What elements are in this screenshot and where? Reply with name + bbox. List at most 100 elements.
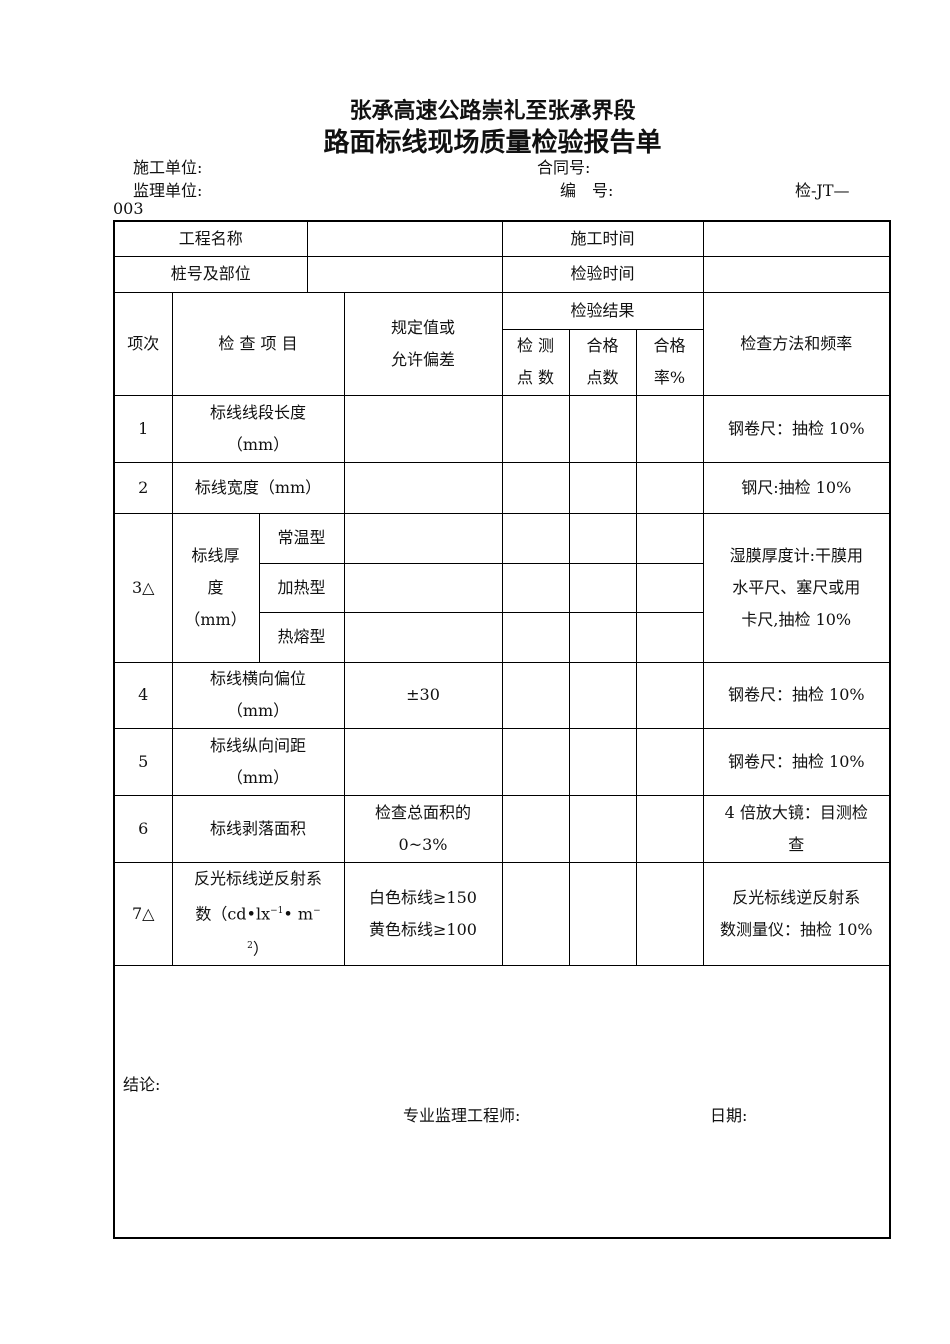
row-item-1: 反光标线逆反射系 (193, 868, 322, 888)
row-method-1: 4 倍放大镜：目测检 (724, 802, 868, 822)
cell-points[interactable] (501, 562, 570, 613)
row-item-2-sup: −1 (270, 905, 284, 916)
row-spec[interactable] (343, 562, 503, 613)
row-method-2: 查 (788, 834, 805, 854)
row-method-3: 卡尺,抽检 10% (741, 609, 852, 629)
row-item-1: 标线横向偏位 (209, 669, 306, 688)
row-item: 标线线段长度 （mm） (171, 394, 345, 463)
construction-time-label: 施工时间 (501, 220, 704, 257)
row-item-2b: • m (283, 903, 314, 923)
form-code-cont: 003 (113, 199, 144, 218)
header-pass-rate: 合格 率% (635, 328, 704, 396)
row-item-2: （mm） (226, 434, 290, 454)
header-spec-2: 允许偏差 (390, 349, 455, 369)
cell-pass-rate[interactable] (635, 562, 704, 613)
row-seq: 2 (113, 461, 173, 514)
cell-pass-points[interactable] (568, 562, 637, 613)
cell-pass-rate[interactable] (635, 512, 704, 564)
station-value[interactable] (306, 255, 503, 293)
engineer-label: 专业监理工程师: (403, 1106, 521, 1126)
cell-points[interactable] (501, 727, 570, 796)
cell-pass-points[interactable] (568, 611, 637, 663)
row-item-2a: 数（cd•lx (195, 903, 271, 923)
cell-pass-points[interactable] (568, 394, 637, 463)
cell-points[interactable] (501, 461, 570, 514)
cell-points[interactable] (501, 611, 570, 663)
inspection-time-value[interactable] (702, 255, 891, 293)
row-spec[interactable] (343, 461, 503, 514)
header-pass-points-2: 点数 (586, 368, 619, 387)
cell-pass-rate[interactable] (635, 611, 704, 663)
cell-pass-points[interactable] (568, 727, 637, 796)
row-item-1: 标线厚 (191, 545, 240, 565)
row-seq: 7△ (113, 861, 173, 967)
header-method: 检查方法和频率 (702, 291, 891, 396)
cell-pass-points[interactable] (568, 861, 637, 967)
row-item-2: （mm） (226, 701, 290, 720)
row-item-2: 数（cd•lx−1• m− (175, 895, 342, 930)
construction-time-value[interactable] (702, 220, 891, 257)
cell-pass-rate[interactable] (635, 661, 704, 729)
row-subtype: 加热型 (258, 562, 345, 613)
row-item: 标线宽度（mm） (171, 461, 345, 514)
title-line-2: 路面标线现场质量检验报告单 (323, 128, 662, 158)
row-method-1: 湿膜厚度计:干膜用 (729, 545, 863, 565)
project-name-value[interactable] (306, 220, 503, 257)
row-method: 钢卷尺：抽检 10% (702, 394, 891, 463)
row-spec[interactable] (343, 512, 503, 564)
row-item-1: 标线纵向间距 (209, 735, 306, 755)
contract-no-label: 合同号: (537, 158, 591, 177)
conclusion-area[interactable]: 结论: 专业监理工程师: 日期: (113, 965, 891, 1239)
row-spec[interactable] (343, 727, 503, 796)
row-spec[interactable] (343, 394, 503, 463)
cell-pass-points[interactable] (568, 661, 637, 729)
row-item-1: 标线线段长度 (209, 402, 306, 422)
date-label: 日期: (710, 1106, 748, 1126)
row-method-2: 数测量仪：抽检 10% (719, 919, 873, 939)
cell-points[interactable] (501, 512, 570, 564)
cell-points[interactable] (501, 861, 570, 967)
inspection-time-label: 检验时间 (501, 255, 704, 293)
row-spec-2: 黄色标线≥100 (369, 919, 477, 939)
row-seq: 4 (113, 661, 173, 729)
cell-pass-points[interactable] (568, 461, 637, 514)
header-seq: 项次 (113, 291, 173, 396)
header-pass-points: 合格 点数 (568, 328, 637, 396)
form-code: 检-JT— (795, 181, 850, 200)
cell-points[interactable] (501, 794, 570, 863)
row-spec-1: 检查总面积的 (374, 802, 471, 822)
row-method: 4 倍放大镜：目测检查 (702, 794, 891, 863)
row-item-3: （mm） (184, 609, 247, 629)
row-method: 湿膜厚度计:干膜用 水平尺、塞尺或用 卡尺,抽检 10% (702, 512, 891, 663)
row-seq: 1 (113, 394, 173, 463)
cell-pass-rate[interactable] (635, 794, 704, 863)
cell-pass-points[interactable] (568, 512, 637, 564)
row-method: 钢卷尺：抽检 10% (702, 661, 891, 729)
row-method: 钢尺:抽检 10% (702, 461, 891, 514)
row-spec[interactable] (343, 611, 503, 663)
cell-points[interactable] (501, 661, 570, 729)
row-method: 反光标线逆反射系 数测量仪：抽检 10% (702, 861, 891, 967)
header-points: 检 测点 数 (501, 328, 570, 396)
cell-pass-rate[interactable] (635, 394, 704, 463)
row-subtype: 常温型 (258, 512, 345, 564)
header-spec: 规定值或 允许偏差 (343, 291, 503, 396)
title-line-1: 张承高速公路崇礼至张承界段 (349, 99, 636, 124)
cell-pass-rate[interactable] (635, 727, 704, 796)
row-item: 标线厚度 （mm） (171, 512, 260, 663)
row-subtype: 热熔型 (258, 611, 345, 663)
row-seq: 6 (113, 794, 173, 863)
row-spec-2: 0~3% (398, 834, 448, 854)
row-method-1: 反光标线逆反射系 (732, 887, 861, 907)
row-spec: ±30 (343, 661, 503, 729)
row-spec: 白色标线≥150 黄色标线≥100 (343, 861, 503, 967)
header-item: 检 查 项 目 (171, 291, 345, 396)
cell-pass-rate[interactable] (635, 861, 704, 967)
header-points-2: 点 数 (516, 368, 555, 387)
cell-pass-rate[interactable] (635, 461, 704, 514)
construction-unit-label: 施工单位: (133, 158, 203, 177)
cell-points[interactable] (501, 394, 570, 463)
supervision-unit-label: 监理单位: (133, 181, 203, 200)
cell-pass-points[interactable] (568, 794, 637, 863)
